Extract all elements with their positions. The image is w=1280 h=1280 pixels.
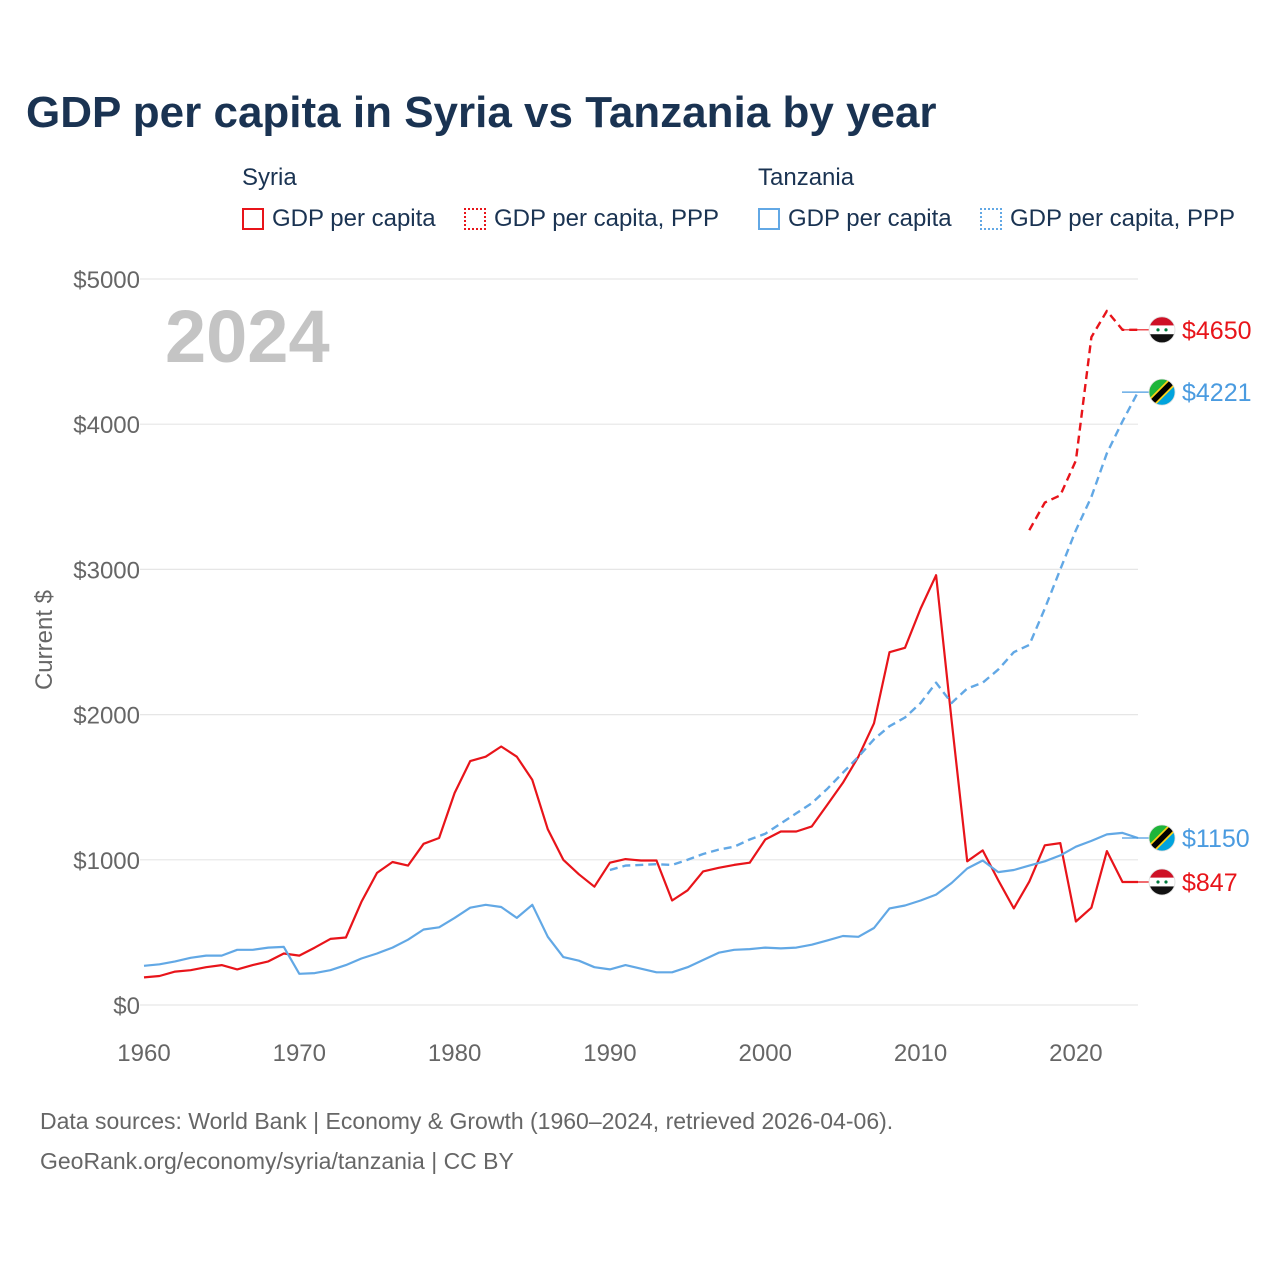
legend-item-syria-ppp[interactable]: GDP per capita, PPP xyxy=(464,204,719,234)
legend-label-syria-gdp: GDP per capita xyxy=(272,205,436,232)
chart-title: GDP per capita in Syria vs Tanzania by y… xyxy=(26,88,937,137)
series-line-1 xyxy=(1028,309,1138,531)
y-tick-label: $4000 xyxy=(73,412,140,439)
legend-label-tanzania-ppp: GDP per capita, PPP xyxy=(1010,205,1235,232)
footer-sources: Data sources: World Bank | Economy & Gro… xyxy=(40,1108,894,1134)
legend-swatch-syria-ppp xyxy=(464,208,486,230)
year-watermark: 2024 xyxy=(165,295,330,378)
end-label-1: $4221 xyxy=(1122,378,1252,407)
legend-label-syria-ppp: GDP per capita, PPP xyxy=(494,205,719,232)
tanzania-flag-icon xyxy=(1148,824,1176,852)
legend-group-syria: Syria xyxy=(242,164,297,191)
x-tick-label: 2000 xyxy=(739,1040,792,1067)
y-tick-label: $2000 xyxy=(73,703,140,730)
end-label-2: $1150 xyxy=(1122,824,1250,853)
end-label-0: $4650 xyxy=(1122,316,1252,345)
x-tick-label: 2010 xyxy=(894,1040,947,1067)
legend-item-tanzania-ppp[interactable]: GDP per capita, PPP xyxy=(980,204,1235,234)
legend-group-tanzania: Tanzania xyxy=(758,164,855,191)
x-tick-label: 1960 xyxy=(117,1040,170,1067)
legend-item-syria-gdp[interactable]: GDP per capita xyxy=(242,204,436,234)
series-line-0 xyxy=(143,574,1138,979)
legend-swatch-syria-gdp xyxy=(242,208,264,230)
legend-label-tanzania-gdp: GDP per capita xyxy=(788,205,952,232)
series-line-3 xyxy=(609,391,1140,872)
syria-flag-icon xyxy=(1148,316,1176,344)
y-tick-label: $0 xyxy=(113,993,140,1020)
y-tick-label: $3000 xyxy=(73,557,140,584)
footer-credit[interactable]: GeoRank.org/economy/syria/tanzania | CC … xyxy=(40,1148,514,1174)
end-label-value: $1150 xyxy=(1182,825,1250,853)
x-tick-label: 2020 xyxy=(1049,1040,1102,1067)
end-label-value: $847 xyxy=(1182,869,1238,897)
x-tick-label: 1990 xyxy=(583,1040,636,1067)
x-tick-label: 1980 xyxy=(428,1040,481,1067)
series-line-2 xyxy=(143,831,1139,975)
syria-flag-icon xyxy=(1148,868,1176,896)
legend-item-tanzania-gdp[interactable]: GDP per capita xyxy=(758,204,952,234)
end-label-3: $847 xyxy=(1122,868,1238,897)
legend-swatch-tanzania-ppp xyxy=(980,208,1002,230)
tanzania-flag-icon xyxy=(1148,378,1176,406)
y-tick-label: $5000 xyxy=(73,267,140,294)
x-tick-label: 1970 xyxy=(273,1040,326,1067)
end-label-value: $4221 xyxy=(1182,379,1252,407)
end-label-value: $4650 xyxy=(1182,317,1252,345)
legend-swatch-tanzania-gdp xyxy=(758,208,780,230)
y-tick-label: $1000 xyxy=(73,848,140,875)
y-axis-label: Current $ xyxy=(31,590,58,690)
